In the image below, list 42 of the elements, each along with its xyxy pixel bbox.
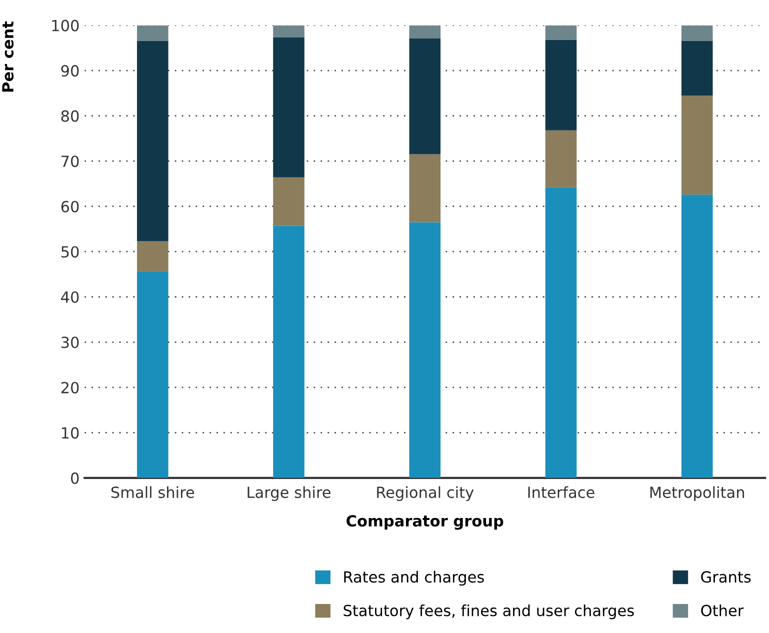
bar bbox=[409, 25, 441, 38]
x-tick-label: Small shire bbox=[111, 486, 194, 498]
bar bbox=[545, 130, 577, 188]
y-tick-label: 50 bbox=[61, 246, 79, 258]
y-tick-label: 30 bbox=[61, 336, 79, 348]
y-tick-label: 70 bbox=[62, 156, 79, 168]
y-tick-label: 90 bbox=[61, 65, 79, 77]
x-tick-label: Interface bbox=[528, 486, 594, 498]
bar bbox=[545, 40, 577, 130]
x-axis-title: Comparator group bbox=[346, 515, 504, 530]
y-tick-label: 20 bbox=[61, 382, 79, 394]
x-tick-label: Metropolitan bbox=[650, 486, 744, 502]
y-tick-label: 0 bbox=[71, 472, 79, 484]
y-tick-label: 10 bbox=[62, 427, 79, 439]
y-axis-title: Per cent bbox=[2, 21, 14, 92]
x-tick-label: Large shire bbox=[248, 486, 330, 502]
bar bbox=[409, 222, 441, 478]
y-tick-label: 100 bbox=[52, 20, 79, 32]
bar bbox=[545, 25, 577, 40]
bar bbox=[681, 95, 713, 195]
bar bbox=[409, 154, 441, 222]
bar bbox=[409, 38, 441, 154]
legend-label: Other bbox=[701, 604, 744, 616]
y-tick-label: 40 bbox=[61, 291, 79, 303]
bar bbox=[136, 25, 168, 41]
bar bbox=[273, 25, 304, 38]
y-tick-label: 80 bbox=[61, 110, 79, 122]
legend-label: Rates and charges bbox=[344, 570, 484, 586]
bar bbox=[273, 38, 304, 178]
bar bbox=[681, 194, 713, 478]
bar bbox=[136, 241, 168, 272]
bar bbox=[273, 226, 304, 478]
legend-label: Grants bbox=[701, 571, 751, 583]
y-tick-label: 60 bbox=[61, 200, 79, 212]
bar bbox=[681, 25, 713, 41]
bar bbox=[136, 40, 168, 242]
bar bbox=[273, 177, 304, 226]
legend-label: Statutory fees, fines and user charges bbox=[344, 604, 634, 620]
x-tick-label: Regional city bbox=[377, 486, 474, 502]
bar bbox=[545, 187, 577, 478]
bar bbox=[681, 40, 713, 96]
bar bbox=[136, 271, 168, 478]
